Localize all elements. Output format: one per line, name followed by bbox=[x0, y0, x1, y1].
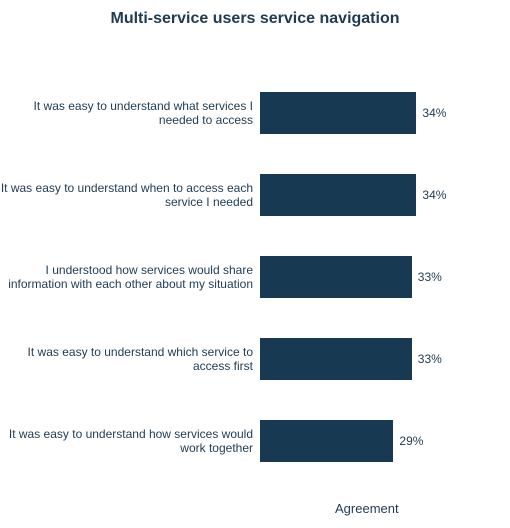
chart-row: I understood how services would share in… bbox=[0, 256, 510, 298]
chart-title: Multi-service users service navigation bbox=[0, 10, 510, 28]
navigation-chart: Multi-service users service navigation I… bbox=[0, 0, 510, 528]
category-label: It was easy to understand when to access… bbox=[0, 174, 253, 216]
chart-row: It was easy to understand when to access… bbox=[0, 174, 510, 216]
bar-area: 34% bbox=[260, 92, 490, 134]
value-label: 34% bbox=[422, 174, 446, 216]
bar-area: 29% bbox=[260, 420, 490, 462]
bar bbox=[260, 92, 416, 134]
category-label: It was easy to understand what services … bbox=[0, 92, 253, 134]
category-label: I understood how services would share in… bbox=[0, 256, 253, 298]
value-label: 34% bbox=[422, 92, 446, 134]
bar-area: 33% bbox=[260, 338, 490, 380]
bar-area: 34% bbox=[260, 174, 490, 216]
chart-row: It was easy to understand how services w… bbox=[0, 420, 510, 462]
chart-row: It was easy to understand which service … bbox=[0, 338, 510, 380]
bar bbox=[260, 420, 393, 462]
chart-row: It was easy to understand what services … bbox=[0, 92, 510, 134]
bar bbox=[260, 174, 416, 216]
bar bbox=[260, 256, 412, 298]
category-label: It was easy to understand which service … bbox=[0, 338, 253, 380]
bar-area: 33% bbox=[260, 256, 490, 298]
value-label: 33% bbox=[418, 256, 442, 298]
bar bbox=[260, 338, 412, 380]
category-label: It was easy to understand how services w… bbox=[0, 420, 253, 462]
chart-plot-area: It was easy to understand what services … bbox=[0, 92, 510, 492]
value-label: 33% bbox=[418, 338, 442, 380]
value-label: 29% bbox=[399, 420, 423, 462]
chart-x-axis-label: Agreement bbox=[335, 501, 399, 516]
